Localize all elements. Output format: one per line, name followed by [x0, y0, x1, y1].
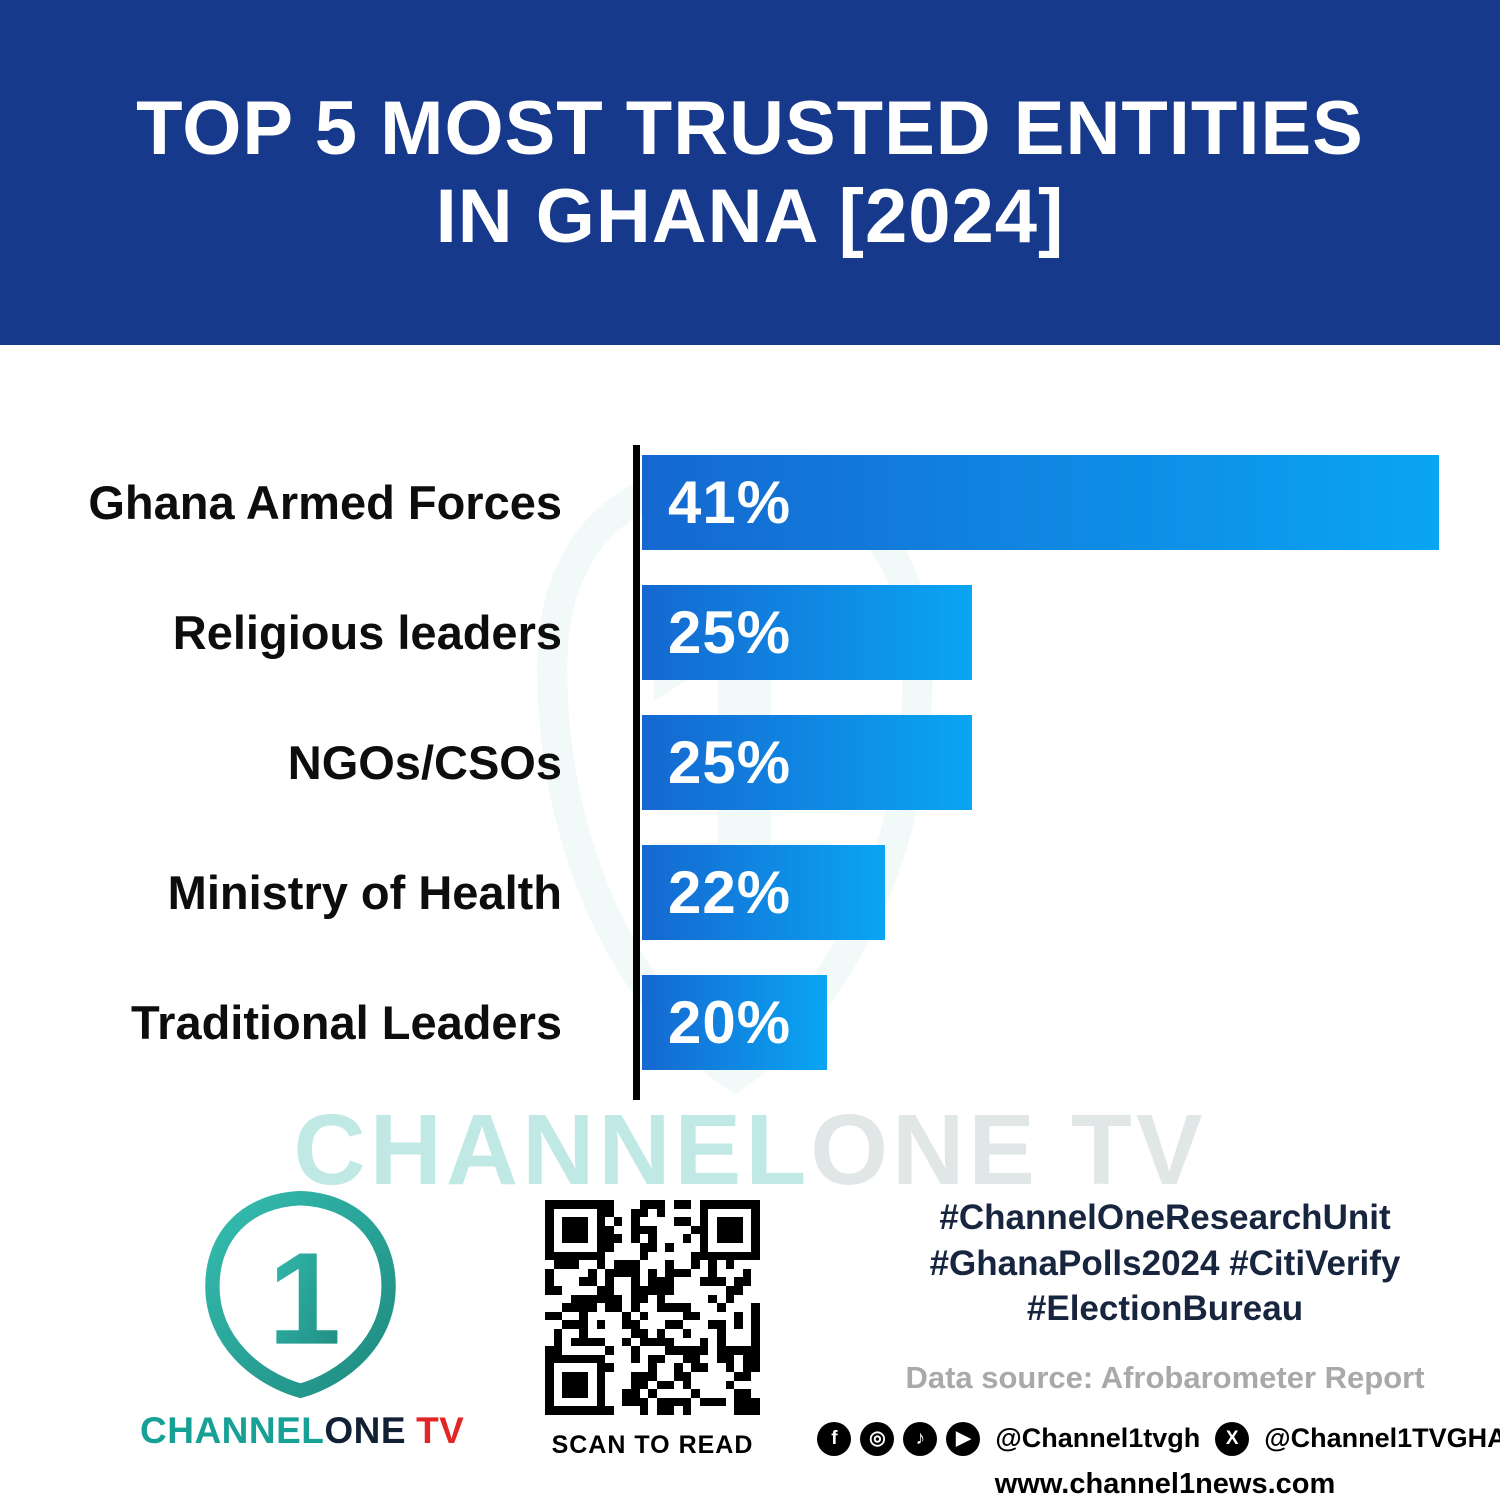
- social-row: f ◎ ♪ ▶ @Channel1tvgh X @Channel1TVGHA: [817, 1421, 1500, 1456]
- chart-row: NGOs/CSOs 25%: [0, 715, 1500, 810]
- channel-one-pick-icon: 1: [204, 1191, 396, 1399]
- bar: 22%: [642, 845, 885, 940]
- page-title: TOP 5 MOST TRUSTED ENTITIES IN GHANA [20…: [136, 85, 1364, 260]
- channel-one-wordmark: CHANNELONE TV: [140, 1410, 464, 1452]
- wordmark-one: ONE: [324, 1410, 407, 1451]
- chart-row: Traditional Leaders 20%: [0, 975, 1500, 1070]
- hashtag-line-3: #ElectionBureau: [1026, 1289, 1304, 1328]
- title-line-2: IN GHANA [2024]: [435, 173, 1065, 259]
- tiktok-icon: ♪: [903, 1421, 938, 1456]
- channel-one-logo: 1 CHANNELONE TV: [140, 1190, 464, 1452]
- title-line-1: TOP 5 MOST TRUSTED ENTITIES: [136, 86, 1364, 172]
- value-label: 20%: [668, 989, 792, 1056]
- youtube-icon: ▶: [946, 1421, 981, 1456]
- social-handle-1: @Channel1tvgh: [995, 1423, 1201, 1453]
- chart-axis-line: [633, 445, 640, 1100]
- channel-one-watermark: CHANNELONE TV: [0, 1093, 1500, 1208]
- bar: 25%: [642, 585, 972, 680]
- data-source-label: Data source: Afrobarometer Report: [905, 1359, 1425, 1395]
- qr-block: SCAN TO READ: [545, 1200, 760, 1460]
- header-banner: TOP 5 MOST TRUSTED ENTITIES IN GHANA [20…: [0, 0, 1500, 345]
- social-handle-2: @Channel1TVGHA: [1264, 1423, 1500, 1453]
- value-label: 41%: [668, 469, 792, 536]
- value-label: 22%: [668, 859, 792, 926]
- x-icon: X: [1215, 1421, 1250, 1456]
- bar-chart: Ghana Armed Forces 41% Religious leaders…: [0, 445, 1500, 1100]
- watermark-part-1: CHANNEL: [293, 1094, 811, 1206]
- instagram-icon: ◎: [860, 1421, 895, 1456]
- category-label: Ghana Armed Forces: [88, 476, 562, 529]
- category-label: Ministry of Health: [167, 866, 562, 919]
- chart-row: Ministry of Health 22%: [0, 845, 1500, 940]
- hashtag-line-2: #GhanaPolls2024 #CitiVerify: [929, 1243, 1401, 1283]
- hashtags: #ChannelOneResearchUnit #GhanaPolls2024 …: [930, 1195, 1401, 1332]
- wordmark-tv: TV: [416, 1410, 465, 1451]
- value-label: 25%: [668, 729, 792, 796]
- bar: 20%: [642, 975, 827, 1070]
- footer-info-block: #ChannelOneResearchUnit #GhanaPolls2024 …: [817, 1195, 1500, 1500]
- logo-digit: 1: [268, 1225, 341, 1372]
- category-label: Traditional Leaders: [131, 996, 562, 1049]
- facebook-icon: f: [817, 1421, 852, 1456]
- wordmark-channel: CHANNEL: [140, 1410, 325, 1451]
- qr-code: [545, 1200, 760, 1415]
- bar: 41%: [642, 455, 1439, 550]
- hashtag-line-1: #ChannelOneResearchUnit: [939, 1198, 1391, 1237]
- chart-rows: Ghana Armed Forces 41% Religious leaders…: [0, 455, 1500, 1070]
- qr-caption: SCAN TO READ: [551, 1431, 754, 1459]
- chart-row: Ghana Armed Forces 41%: [0, 455, 1500, 550]
- category-label: Religious leaders: [172, 606, 562, 659]
- bar: 25%: [642, 715, 972, 810]
- chart-row: Religious leaders 25%: [0, 585, 1500, 680]
- category-label: NGOs/CSOs: [287, 736, 562, 789]
- watermark-part-2: ONE TV: [810, 1094, 1207, 1206]
- website-url: www.channel1news.com: [994, 1467, 1336, 1500]
- value-label: 25%: [668, 599, 792, 666]
